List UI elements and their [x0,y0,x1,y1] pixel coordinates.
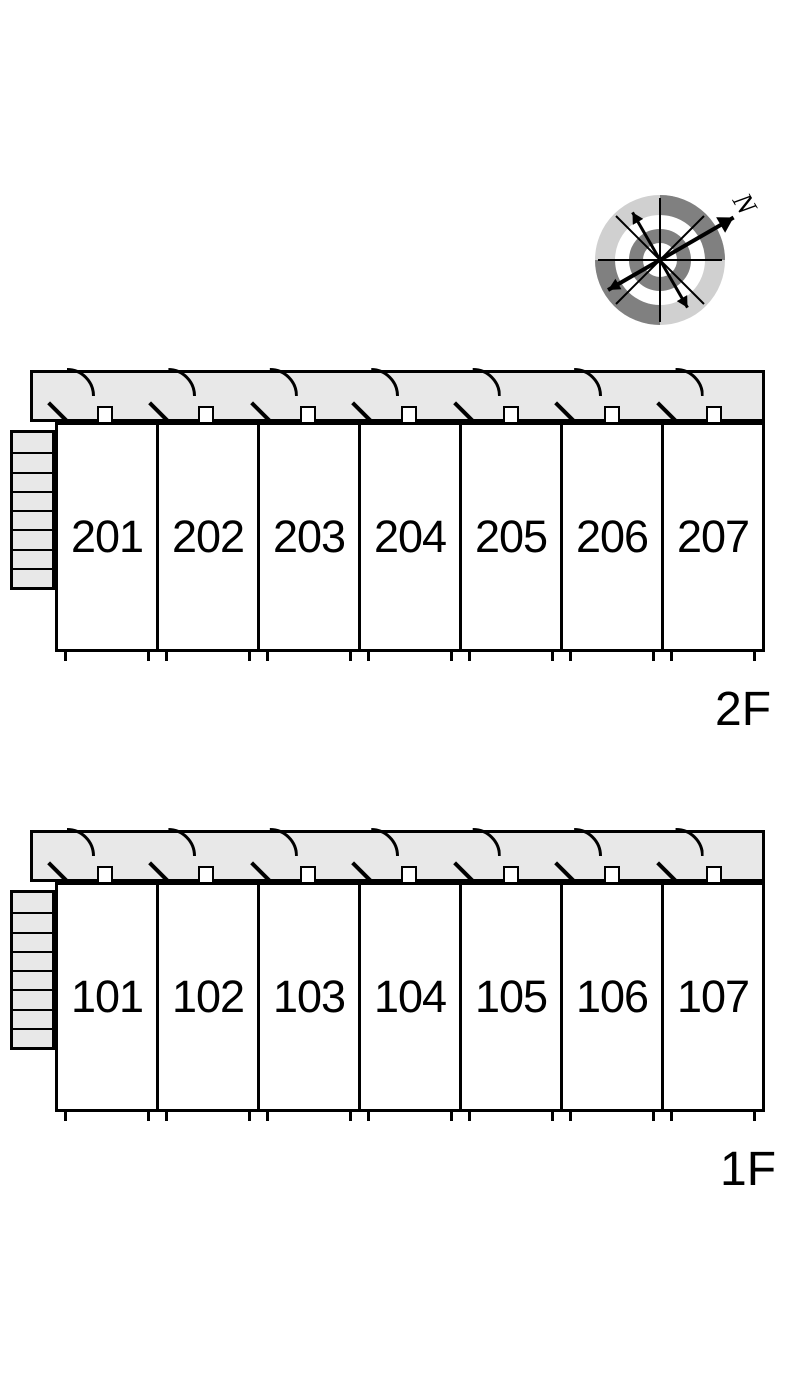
stairs-icon [10,430,55,590]
door-icon [676,396,704,424]
compass-north-icon: N [550,170,770,350]
window-tick [450,649,453,661]
window-tick [753,649,756,661]
window-tick [468,649,471,661]
window-tick [367,1109,370,1121]
door-icon [473,856,501,884]
window-tick [670,649,673,661]
door-icon [574,396,602,424]
unit-row: 201 202 203 204 205 206 207 [55,422,765,652]
window-tick [64,1109,67,1121]
unit-label: 106 [576,971,648,1023]
floor-label: 1F [720,1142,776,1197]
window-tick [753,1109,756,1121]
window-tick [147,1109,150,1121]
door-icon [67,856,95,884]
unit-107: 107 [664,885,762,1109]
window-tick [468,1109,471,1121]
floor-label: 2F [715,682,771,737]
window-tick [165,649,168,661]
unit-label: 107 [677,971,749,1023]
unit-203: 203 [260,425,361,649]
stairs-icon [10,890,55,1050]
window-tick [450,1109,453,1121]
unit-102: 102 [159,885,260,1109]
door-icon [371,856,399,884]
unit-label: 203 [273,511,345,563]
floor-plan-diagram: N 201 202 203 204 205 206 207 2F 101 102 103 104 105… [0,0,800,1381]
window-tick [266,1109,269,1121]
window-tick [670,1109,673,1121]
unit-103: 103 [260,885,361,1109]
window-tick [652,1109,655,1121]
door-icon [473,396,501,424]
window-tick [349,1109,352,1121]
floor-2F: 2012022032042052062072F [0,370,800,712]
floor-1F: 1011021031041051061071F [0,830,800,1172]
door-icon [574,856,602,884]
door-icon [676,856,704,884]
window-tick [349,649,352,661]
unit-label: 207 [677,511,749,563]
door-icon [371,396,399,424]
door-icon [270,396,298,424]
unit-label: 105 [475,971,547,1023]
unit-105: 105 [462,885,563,1109]
unit-label: 201 [71,511,143,563]
unit-label: 104 [374,971,446,1023]
unit-label: 205 [475,511,547,563]
unit-205: 205 [462,425,563,649]
door-icon [168,396,196,424]
unit-206: 206 [563,425,664,649]
unit-204: 204 [361,425,462,649]
door-icon [168,856,196,884]
unit-101: 101 [58,885,159,1109]
window-tick [165,1109,168,1121]
door-icon [67,396,95,424]
unit-202: 202 [159,425,260,649]
unit-label: 101 [71,971,143,1023]
door-icon [270,856,298,884]
unit-201: 201 [58,425,159,649]
window-tick [652,649,655,661]
unit-106: 106 [563,885,664,1109]
unit-label: 206 [576,511,648,563]
window-tick [248,649,251,661]
unit-label: 102 [172,971,244,1023]
unit-label: 204 [374,511,446,563]
window-tick [367,649,370,661]
window-tick [248,1109,251,1121]
window-tick [569,649,572,661]
window-tick [551,1109,554,1121]
unit-104: 104 [361,885,462,1109]
compass-n-label: N [725,187,762,221]
window-tick [64,649,67,661]
unit-label: 202 [172,511,244,563]
unit-row: 101 102 103 104 105 106 107 [55,882,765,1112]
window-tick [551,649,554,661]
window-tick [266,649,269,661]
window-tick [147,649,150,661]
unit-label: 103 [273,971,345,1023]
unit-207: 207 [664,425,762,649]
window-tick [569,1109,572,1121]
